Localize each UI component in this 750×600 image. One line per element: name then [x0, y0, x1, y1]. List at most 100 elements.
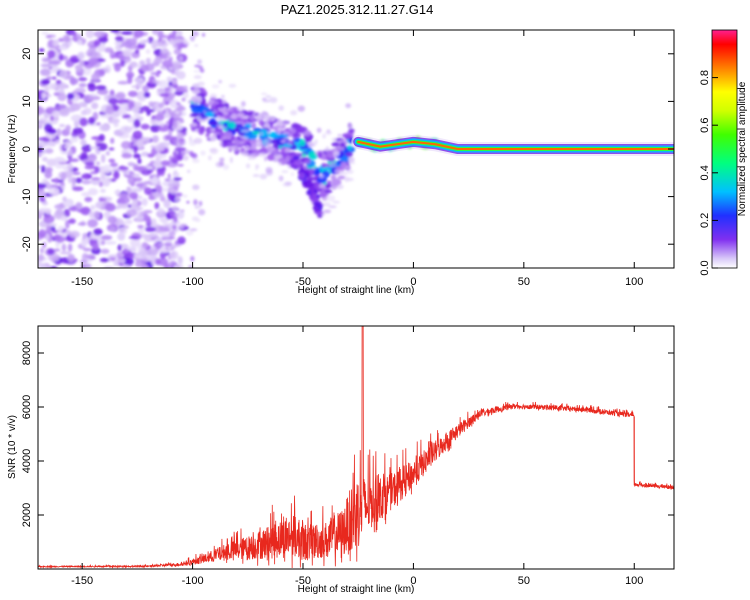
spectrogram-xtick-label: -100 — [182, 276, 204, 288]
spectrogram-blob — [52, 39, 59, 48]
spectrogram-blob — [84, 161, 95, 166]
spectrogram-blob — [59, 251, 72, 255]
spectrogram-blob — [165, 134, 174, 141]
spectrogram-blob — [158, 207, 164, 213]
spectrogram-blob — [229, 115, 238, 119]
spectrogram-ytick-label: -20 — [21, 236, 33, 252]
spectrogram-blob — [170, 260, 176, 264]
spectrogram-blob — [208, 155, 212, 161]
spectrogram-blob — [109, 162, 118, 168]
spectrogram-blob — [168, 92, 176, 99]
spectrogram-blob — [39, 265, 47, 268]
spectrogram-blob — [182, 194, 188, 198]
spectrogram-blob — [53, 156, 65, 163]
spectrogram-blob — [126, 186, 132, 194]
spectrogram-blob — [107, 215, 117, 225]
spectrogram-blobs — [38, 30, 439, 268]
spectrogram-blob — [216, 115, 220, 119]
spectrogram-blob — [228, 121, 237, 130]
spectrogram-blob — [259, 173, 268, 180]
spectrogram-blob — [237, 112, 245, 118]
spectrogram-blob — [262, 99, 271, 103]
spectrogram-blob — [88, 188, 99, 196]
spectrogram-blob — [182, 151, 186, 156]
spectrogram-blob — [292, 133, 302, 138]
spectrogram-blob — [152, 30, 159, 36]
spectrogram-blob — [335, 170, 344, 175]
spectrogram-blob — [63, 201, 70, 208]
spectrogram-blob — [249, 152, 259, 158]
snr-xtick-label: 50 — [518, 575, 530, 587]
spectrogram-blob — [155, 152, 167, 160]
spectrogram-blob — [93, 228, 103, 236]
spectrogram-blob — [170, 212, 176, 217]
spectrogram-blob — [116, 251, 123, 260]
spectrogram-blob — [347, 123, 354, 130]
spectrogram-blob — [117, 80, 129, 85]
spectrogram-blob — [164, 113, 171, 119]
spectrogram-blob — [209, 147, 219, 155]
spectrogram-blob — [184, 149, 190, 155]
spectrogram-blob — [157, 110, 165, 117]
snr-xtick-label: -150 — [71, 575, 93, 587]
spectrogram-blob — [145, 49, 151, 54]
spectrogram-blob — [95, 85, 107, 91]
spectrogram-blob — [159, 251, 167, 260]
spectrogram-blob — [328, 205, 337, 209]
spectrogram-blob — [120, 30, 133, 36]
spectrogram-blob — [55, 79, 62, 85]
spectrogram-blob — [141, 241, 149, 249]
spectrogram-blob — [137, 158, 142, 165]
spectrogram-blob — [152, 79, 157, 83]
spectrogram-blob — [132, 199, 138, 205]
spectrogram-blob — [148, 101, 155, 107]
spectrogram-blob — [71, 177, 77, 185]
spectrogram-blob — [337, 175, 346, 180]
spectrogram-blob — [46, 142, 56, 146]
spectrogram-blob — [168, 56, 173, 61]
spectrogram-blob — [62, 34, 70, 43]
spectrogram-blob — [211, 84, 220, 89]
spectrogram-blob — [84, 164, 96, 170]
spectrogram-blob — [269, 148, 278, 155]
spectrogram-blob — [347, 161, 356, 165]
spectrogram-blob — [96, 44, 106, 53]
spectrogram-blob — [205, 132, 211, 138]
spectrogram-blob — [105, 151, 110, 156]
spectrogram-blob — [269, 133, 276, 137]
spectrogram-blob — [76, 39, 83, 46]
spectrogram-blob — [159, 231, 168, 237]
spectrogram-blob — [161, 218, 169, 224]
spectrogram-blob — [167, 246, 172, 250]
spectrogram-blob — [38, 183, 47, 189]
spectrogram-blob — [154, 202, 160, 210]
spectrogram-blob — [69, 230, 81, 238]
colorbar-tick-label: 0.4 — [699, 165, 711, 180]
spectrogram-blob — [173, 48, 182, 55]
spectrogram-blob — [155, 73, 160, 78]
spectrogram-blob — [269, 96, 278, 104]
spectrogram-blob — [173, 170, 178, 175]
spectrogram-blob — [108, 158, 116, 163]
spectrogram-blob — [100, 248, 110, 254]
spectrogram-blob — [209, 135, 216, 141]
spectrogram-blob — [40, 165, 46, 174]
spectrogram-blob — [57, 92, 67, 102]
spectrogram-blob — [310, 197, 319, 202]
spectrogram-blob — [99, 257, 110, 263]
spectrogram-blob — [157, 172, 162, 176]
spectrogram-blob — [250, 122, 254, 126]
spectrogram-blob — [175, 192, 183, 197]
spectrogram-blob — [222, 164, 230, 170]
colorbar-ticks: 0.0 0.2 0.4 0.6 0.8 — [699, 29, 738, 276]
spectrogram-blob — [332, 200, 340, 204]
spectrogram-blob — [55, 208, 64, 217]
spectrogram-blob — [98, 197, 107, 202]
spectrogram-blob — [197, 59, 203, 65]
spectrogram-blob — [134, 49, 140, 54]
spectrogram-blob — [140, 169, 152, 176]
spectrogram-blob — [252, 112, 256, 117]
spectrogram-blob — [211, 111, 219, 114]
spectrogram-blob — [156, 167, 167, 172]
spectrogram-blob — [108, 147, 115, 151]
